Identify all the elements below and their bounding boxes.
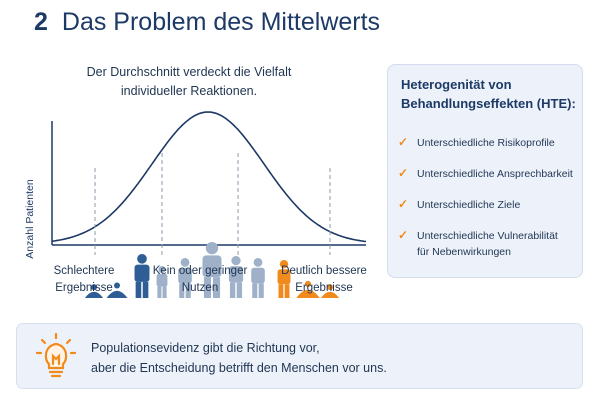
patient-figures: [84, 242, 340, 298]
person-icon: [156, 266, 168, 298]
distribution-chart: [51, 111, 367, 298]
hte-title-line: Behandlungseffekten (HTE):: [401, 96, 576, 111]
checkmark-icon: ✓: [398, 228, 409, 242]
bell-curve: [51, 111, 367, 243]
hte-item-label: Unterschiedliche Vulnerabilität für Nebe…: [417, 228, 558, 260]
category-label-neutral: Kein oder geringer Nutzen: [138, 263, 262, 297]
checkmark-icon: ✓: [398, 197, 409, 211]
hte-title-line: Heterogenität von: [401, 77, 512, 92]
category-label-line: Ergebnisse: [295, 282, 353, 294]
caption-line: individueller Reaktionen.: [120, 84, 258, 98]
insight-text: Populationsevidenz gibt die Richtung vor…: [91, 338, 387, 378]
person-icon: [251, 258, 265, 298]
distribution-diagram: Der Durchschnitt verdeckt die Vielfalt i…: [0, 55, 385, 300]
person-icon: [320, 284, 340, 298]
person-icon: [296, 280, 320, 298]
hte-title: Heterogenität von Behandlungseffekten (H…: [401, 75, 576, 113]
person-icon: [106, 282, 128, 298]
lightbulb-icon: [35, 332, 77, 378]
category-label-better: Deutlich bessere Ergebnisse: [268, 263, 380, 297]
chart-caption: Der Durchschnitt verdeckt die Vielfalt i…: [64, 63, 314, 101]
hte-item-label: Unterschiedliche Risikoprofile: [417, 137, 555, 149]
checkmark-icon: ✓: [398, 166, 409, 180]
hte-item-line: Unterschiedliche Vulnerabilität: [417, 230, 558, 242]
checkmark-icon: ✓: [398, 135, 409, 149]
person-icon: [277, 260, 291, 298]
person-icon: [228, 256, 244, 298]
hte-item: ✓ Unterschiedliche Vulnerabilität für Ne…: [398, 228, 580, 260]
insight-line: aber die Entscheidung betrifft den Mensc…: [91, 361, 387, 375]
hte-list: ✓ Unterschiedliche Risikoprofile ✓ Unter…: [398, 135, 580, 275]
person-icon: [134, 254, 150, 298]
section-number: 2: [34, 8, 48, 36]
page-title: 2 Das Problem des Mittelwerts: [34, 8, 380, 37]
insight-line: Populationsevidenz gibt die Richtung vor…: [91, 341, 320, 355]
person-icon: [84, 284, 104, 298]
category-label-line: Ergebnisse: [55, 282, 113, 294]
hte-item-label: Unterschiedliche Ansprechbarkeit: [417, 168, 573, 180]
category-label-line: Nutzen: [181, 282, 219, 294]
person-icon: [202, 242, 222, 298]
category-label-worse: Schlechtere Ergebnisse: [34, 263, 134, 297]
hte-item-line: für Nebenwirkungen: [417, 246, 511, 258]
caption-line: Der Durchschnitt verdeckt die Vielfalt: [86, 65, 292, 79]
y-axis-label: Anzahl Patienten: [24, 179, 36, 259]
category-label-line: Schlechtere: [53, 265, 115, 277]
category-label-line: Kein oder geringer: [152, 265, 248, 277]
category-label-line: Deutlich bessere: [281, 265, 367, 277]
hte-item: ✓ Unterschiedliche Ziele: [398, 197, 580, 213]
hte-panel: Heterogenität von Behandlungseffekten (H…: [387, 64, 583, 278]
hte-item: ✓ Unterschiedliche Risikoprofile: [398, 135, 580, 151]
hte-item-label: Unterschiedliche Ziele: [417, 199, 521, 211]
hte-item: ✓ Unterschiedliche Ansprechbarkeit: [398, 166, 580, 182]
insight-panel: Populationsevidenz gibt die Richtung vor…: [16, 323, 583, 389]
section-title: Das Problem des Mittelwerts: [61, 8, 381, 36]
person-icon: [178, 258, 192, 298]
